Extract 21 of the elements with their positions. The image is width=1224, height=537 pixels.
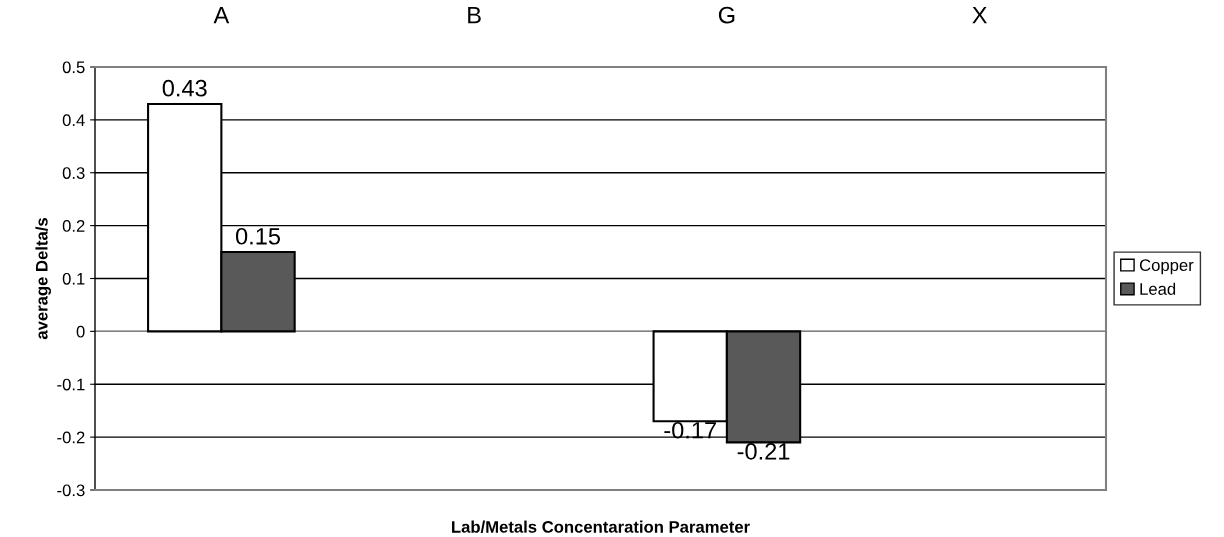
- x-tick-label: B: [468, 6, 481, 24]
- data-label: 0.15: [235, 227, 281, 245]
- y-tick-label: 0.1: [62, 272, 85, 285]
- y-tick-label: -0.3: [57, 484, 85, 497]
- y-tick-label: 0.5: [62, 61, 85, 74]
- y-tick-label: 0.4: [62, 114, 85, 127]
- y-axis-title: average Delta/s: [35, 218, 52, 340]
- y-tick-label: -0.2: [57, 431, 85, 444]
- legend-label: Copper: [1139, 259, 1194, 275]
- data-label: -0.21: [737, 443, 790, 460]
- y-tick-label: 0: [76, 325, 85, 338]
- data-label: -0.17: [664, 421, 716, 439]
- legend-label: Lead: [1140, 282, 1176, 295]
- x-tick-label: G: [718, 6, 735, 24]
- y-tick-label: -0.1: [57, 378, 85, 391]
- data-label: 0.43: [162, 79, 207, 97]
- y-tick-label: 0.3: [62, 167, 85, 179]
- y-tick-label: 0.2: [62, 220, 85, 232]
- x-axis-title: Lab/Metals Concentaration Parameter: [452, 520, 750, 533]
- x-tick-label: X: [972, 6, 987, 24]
- x-tick-label: A: [213, 6, 230, 24]
